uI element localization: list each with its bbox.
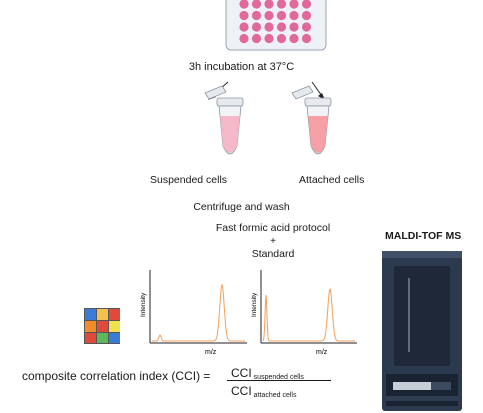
spectrum-xlabel: m/z	[205, 349, 217, 356]
attached-cells-label: Attached cells	[299, 175, 364, 186]
spectrum-ylabel: Intensity	[251, 292, 258, 317]
plate-well	[289, 34, 298, 43]
cci-denominator: CCI attached cells	[231, 384, 296, 399]
plate-well	[302, 34, 311, 43]
plate-well	[252, 34, 261, 43]
plate-well	[264, 11, 273, 20]
sample-grid	[84, 308, 120, 344]
plate-well	[239, 22, 248, 31]
well-plate	[226, 0, 326, 50]
cci-numerator: CCI suspended cells	[231, 366, 304, 381]
spectrum-ylabel: Intensity	[140, 292, 147, 317]
spectrum-chart-attached: Intensity m/z	[251, 270, 357, 356]
numerator-text: CCI	[231, 366, 252, 380]
fraction-bar	[227, 380, 331, 381]
centrifuge-label: Centrifuge and wash	[0, 202, 483, 213]
plate-well	[252, 22, 261, 31]
cci-formula-text: composite correlation index (CCI) =	[22, 369, 210, 383]
spectrum-xlabel: m/z	[316, 349, 328, 356]
plate-well	[302, 22, 311, 31]
plate-well	[239, 34, 248, 43]
maldi-tof-instrument	[382, 251, 462, 411]
plate-well	[264, 22, 273, 31]
plate-well	[289, 22, 298, 31]
tube-attached	[292, 86, 331, 154]
plate-well	[277, 11, 286, 20]
spectrum-chart-suspended: Intensity m/z	[140, 270, 247, 356]
denominator-subscript: attached cells	[254, 392, 297, 399]
standard-label: Standard	[0, 249, 483, 260]
plate-well	[239, 11, 248, 20]
plate-well	[252, 11, 261, 20]
incubation-label: 3h incubation at 37°C	[0, 62, 483, 73]
plate-well	[264, 34, 273, 43]
plate-well	[277, 34, 286, 43]
arrow-to-attached	[312, 82, 322, 96]
plate-well	[289, 11, 298, 20]
tube-suspended	[205, 86, 243, 154]
instrument-label: MALDI-TOF MS	[385, 231, 461, 242]
plate-well	[277, 22, 286, 31]
denominator-text: CCI	[231, 384, 252, 398]
plate-well	[302, 11, 311, 20]
suspended-cells-label: Suspended cells	[150, 175, 227, 186]
